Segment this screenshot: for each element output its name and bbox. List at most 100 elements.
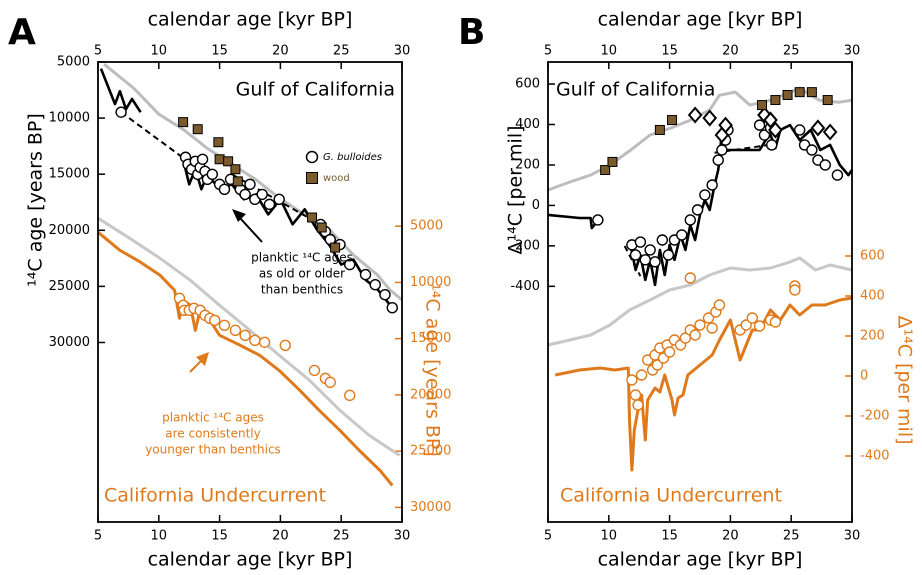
- x-tick-label: 5: [94, 529, 102, 544]
- point: [713, 299, 726, 311]
- point: [687, 106, 703, 124]
- series-line: [547, 256, 853, 347]
- point: [632, 399, 644, 411]
- point: [763, 111, 778, 129]
- annotation: are consistently: [165, 427, 260, 441]
- annotation: California Undercurrent: [104, 485, 326, 507]
- panel-letter: B: [458, 12, 485, 53]
- x-tick-label: 25: [333, 44, 350, 59]
- point: [218, 319, 231, 331]
- point: [229, 324, 242, 337]
- x-tick-label: 20: [272, 44, 289, 59]
- point: [279, 339, 291, 352]
- legend-label: G. bulloides: [323, 152, 382, 163]
- point: [656, 234, 669, 246]
- point: [768, 121, 783, 139]
- legend-marker: [306, 172, 318, 184]
- x-tick-label: 30: [394, 529, 411, 544]
- y2-axis-title: ¹⁴C age [years BP]: [422, 283, 444, 457]
- x-axis-title: calendar age [kyr BP]: [148, 9, 353, 31]
- x-tick-label: 20: [272, 529, 289, 544]
- point: [691, 204, 704, 216]
- y-tick-label: 15000: [49, 167, 90, 182]
- point: [810, 119, 826, 137]
- x-tick-label: 25: [783, 529, 800, 544]
- panel-letter: A: [8, 12, 36, 53]
- point: [667, 115, 678, 126]
- x-axis-title: calendar age [kyr BP]: [598, 549, 803, 571]
- x-tick-label: 30: [394, 44, 411, 59]
- y2-tick-label: 200: [860, 329, 885, 344]
- point: [819, 159, 831, 171]
- y-tick-label: -200: [510, 238, 540, 253]
- x-tick-label: 5: [544, 529, 552, 544]
- y2-tick-label: 5000: [410, 219, 443, 234]
- point: [232, 176, 243, 187]
- y2-tick-label: -400: [860, 449, 890, 464]
- series-line: [547, 86, 853, 192]
- series-line: [103, 63, 403, 302]
- point: [706, 179, 718, 191]
- annotation: planktic ¹⁴C ages: [251, 251, 353, 265]
- annotation: planktic ¹⁴C ages: [162, 411, 264, 425]
- point: [676, 229, 688, 241]
- point: [753, 320, 766, 332]
- point: [115, 106, 127, 118]
- x-tick-label: 5: [544, 44, 552, 59]
- y2-tick-label: -200: [860, 409, 890, 424]
- annotation: Gulf of California: [236, 79, 395, 101]
- point: [196, 153, 209, 165]
- point: [789, 284, 801, 296]
- x-axis-title: calendar age [kyr BP]: [598, 9, 803, 31]
- point: [330, 242, 341, 253]
- x-tick-label: 10: [151, 44, 168, 59]
- point: [684, 272, 696, 284]
- point: [192, 124, 203, 135]
- point: [214, 154, 225, 165]
- y-tick-label: 5000: [57, 55, 90, 70]
- legend-marker: [305, 150, 319, 164]
- point: [607, 156, 618, 167]
- point: [206, 168, 219, 181]
- annotation: as old or older: [259, 267, 345, 281]
- series-line: [97, 216, 401, 457]
- x-tick-label: 15: [211, 529, 228, 544]
- y-tick-label: 200: [515, 157, 540, 172]
- point: [316, 222, 327, 233]
- point: [263, 198, 276, 211]
- point: [782, 89, 793, 100]
- point: [712, 154, 724, 166]
- arrow-head: [232, 209, 246, 222]
- annotation: younger than benthics: [145, 443, 281, 457]
- point: [684, 214, 696, 226]
- point: [699, 189, 711, 201]
- point: [258, 336, 271, 348]
- point: [831, 169, 844, 181]
- y2-axis-title: Δ¹⁴C [per mil]: [894, 315, 916, 444]
- point: [629, 389, 642, 401]
- x-tick-label: 30: [844, 529, 861, 544]
- series-line: [120, 111, 321, 226]
- panel: B 5 5 10 10 15 15 20 20 25 25 30 30 calendar age [kyr…: [458, 9, 916, 571]
- point: [639, 254, 651, 266]
- annotation: Gulf of California: [556, 79, 715, 101]
- point: [718, 116, 733, 134]
- x-tick-label: 20: [722, 44, 739, 59]
- y2-tick-label: 25000: [410, 444, 451, 459]
- point: [386, 302, 398, 314]
- point: [746, 312, 758, 324]
- arrow: [189, 359, 203, 373]
- x-tick-label: 10: [601, 529, 618, 544]
- point: [706, 322, 718, 334]
- y-tick-label: 20000: [49, 223, 90, 238]
- point: [634, 236, 647, 248]
- series-line: [623, 143, 771, 277]
- point: [239, 188, 251, 201]
- point: [770, 95, 781, 106]
- point: [644, 244, 656, 256]
- point: [230, 164, 241, 175]
- x-tick-label: 10: [151, 529, 168, 544]
- x-tick-label: 25: [333, 529, 350, 544]
- y-tick-label: 10000: [49, 111, 90, 126]
